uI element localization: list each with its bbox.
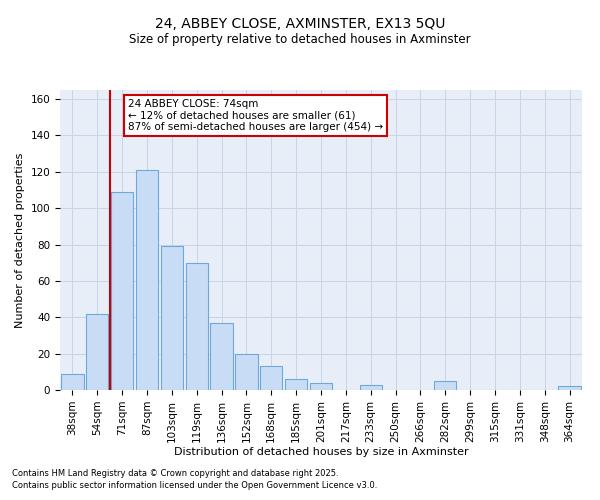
- Bar: [434, 381, 457, 390]
- Bar: [260, 366, 283, 390]
- Bar: [211, 322, 233, 390]
- Text: Size of property relative to detached houses in Axminster: Size of property relative to detached ho…: [129, 32, 471, 46]
- X-axis label: Distribution of detached houses by size in Axminster: Distribution of detached houses by size …: [173, 448, 469, 458]
- Bar: [285, 379, 307, 390]
- Text: Contains HM Land Registry data © Crown copyright and database right 2025.: Contains HM Land Registry data © Crown c…: [12, 468, 338, 477]
- Bar: [359, 384, 382, 390]
- Y-axis label: Number of detached properties: Number of detached properties: [15, 152, 25, 328]
- Bar: [235, 354, 257, 390]
- Text: 24, ABBEY CLOSE, AXMINSTER, EX13 5QU: 24, ABBEY CLOSE, AXMINSTER, EX13 5QU: [155, 18, 445, 32]
- Bar: [111, 192, 133, 390]
- Bar: [136, 170, 158, 390]
- Bar: [161, 246, 183, 390]
- Bar: [310, 382, 332, 390]
- Bar: [86, 314, 109, 390]
- Bar: [185, 262, 208, 390]
- Text: Contains public sector information licensed under the Open Government Licence v3: Contains public sector information licen…: [12, 481, 377, 490]
- Text: 24 ABBEY CLOSE: 74sqm
← 12% of detached houses are smaller (61)
87% of semi-deta: 24 ABBEY CLOSE: 74sqm ← 12% of detached …: [128, 99, 383, 132]
- Bar: [61, 374, 83, 390]
- Bar: [559, 386, 581, 390]
